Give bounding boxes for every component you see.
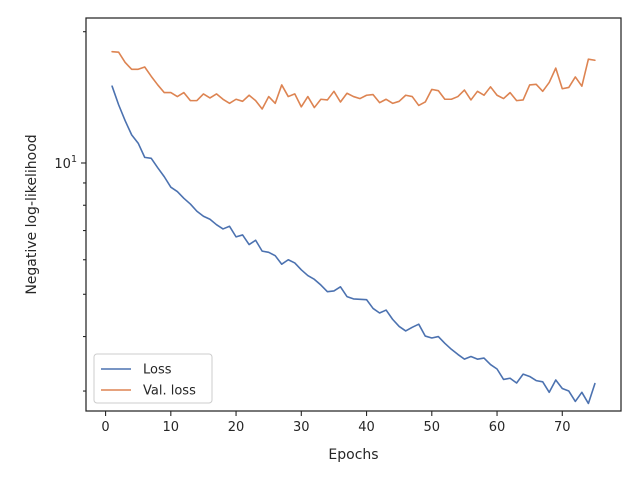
axes-frame [85, 17, 622, 412]
x-tick-label: 70 [554, 420, 571, 435]
x-axis-label: Epochs [328, 447, 378, 463]
x-tick-label: 20 [228, 420, 245, 435]
x-tick-label: 50 [424, 420, 441, 435]
series-line-val-loss [111, 50, 596, 110]
legend-label-val-loss: Val. loss [143, 384, 196, 399]
series-line-loss [111, 85, 596, 405]
y-axis-label: Negative log-likelihood [24, 134, 40, 294]
x-tick-label: 60 [489, 420, 506, 435]
x-axis: 0 10 20 30 40 50 60 70 [101, 411, 571, 435]
legend-label-loss: Loss [143, 363, 172, 378]
series-layer [111, 50, 596, 405]
x-tick-label: 30 [293, 420, 310, 435]
y-axis: 101 [54, 31, 86, 392]
x-tick-label: 0 [101, 420, 109, 435]
legend: Loss Val. loss [93, 353, 213, 404]
y-tick-label: 101 [54, 154, 77, 172]
x-tick-label: 40 [358, 420, 375, 435]
x-tick-label: 10 [163, 420, 180, 435]
plot-area [86, 18, 621, 411]
